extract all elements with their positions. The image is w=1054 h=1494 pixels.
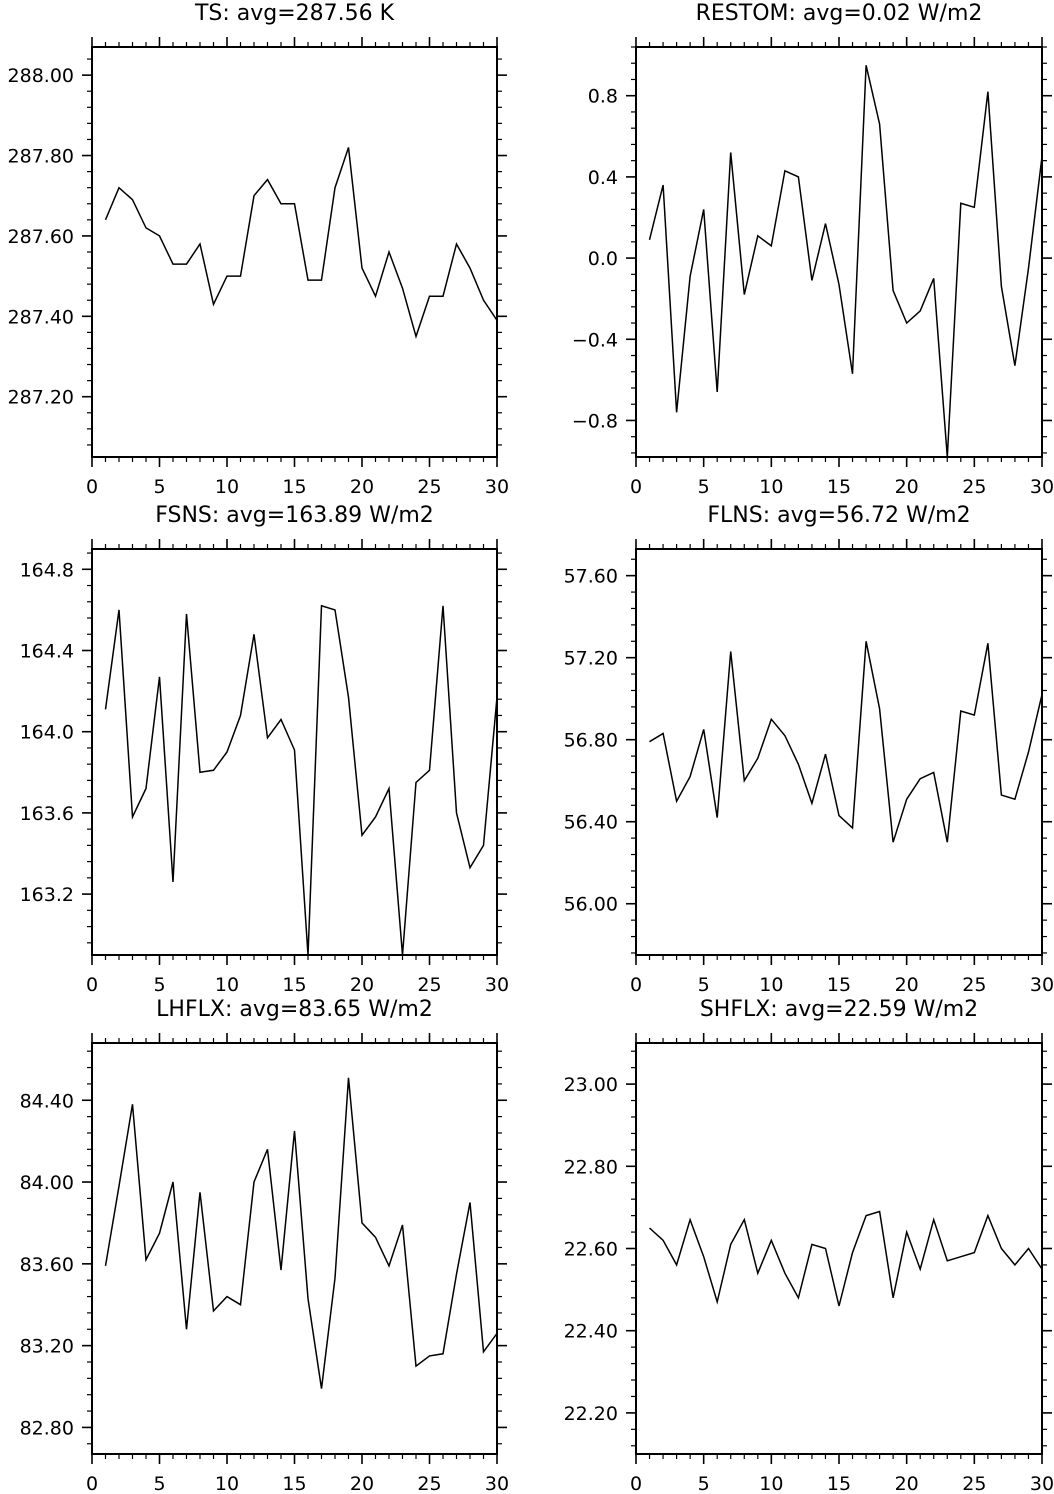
x-tick-label: 0 bbox=[86, 476, 98, 498]
x-tick-label: 10 bbox=[215, 974, 239, 996]
x-tick-label: 0 bbox=[630, 1473, 642, 1494]
x-tick-label: 5 bbox=[153, 974, 165, 996]
y-tick-label: 163.6 bbox=[20, 803, 74, 825]
x-tick-label: 25 bbox=[417, 974, 441, 996]
x-tick-label: 20 bbox=[895, 1473, 919, 1494]
series-line bbox=[648, 1210, 1042, 1307]
y-tick-label: 56.40 bbox=[564, 812, 618, 834]
panel-title: SHFLX: avg=22.59 W/m2 bbox=[700, 997, 978, 1022]
panel-title: FSNS: avg=163.89 W/m2 bbox=[155, 503, 434, 528]
chart-panel-2: RESTOM: avg=0.02 W/m2 0 5 10 15 20 25 30 −0.8 −0.… bbox=[572, 1, 1054, 498]
y-tick-label: −0.4 bbox=[572, 329, 618, 351]
x-tick-label: 15 bbox=[827, 476, 851, 498]
panel-title: RESTOM: avg=0.02 W/m2 bbox=[696, 1, 983, 26]
y-tick-label: 287.80 bbox=[8, 146, 74, 168]
y-tick-label: 57.20 bbox=[564, 648, 618, 670]
x-tick-label: 5 bbox=[698, 1473, 710, 1494]
x-tick-label: 10 bbox=[759, 476, 783, 498]
x-tick-label: 5 bbox=[153, 476, 165, 498]
x-tick-label: 30 bbox=[1030, 476, 1054, 498]
x-tick-label: 0 bbox=[630, 974, 642, 996]
x-tick-label: 25 bbox=[962, 476, 986, 498]
y-tick-label: 164.8 bbox=[20, 559, 74, 581]
y-tick-label: 287.60 bbox=[8, 226, 74, 248]
series-line bbox=[104, 604, 497, 955]
panel-title: LHFLX: avg=83.65 W/m2 bbox=[156, 997, 433, 1022]
y-tick-label: 22.60 bbox=[564, 1239, 618, 1261]
y-tick-label: 82.80 bbox=[20, 1417, 74, 1439]
x-tick-label: 30 bbox=[1030, 1473, 1054, 1494]
y-tick-label: 84.40 bbox=[20, 1090, 74, 1112]
y-tick-label: 288.00 bbox=[8, 65, 74, 87]
x-tick-label: 30 bbox=[485, 1473, 509, 1494]
x-tick-label: 25 bbox=[962, 1473, 986, 1494]
y-tick-label: −0.8 bbox=[572, 410, 618, 432]
x-tick-label: 30 bbox=[485, 476, 509, 498]
x-tick-label: 10 bbox=[215, 1473, 239, 1494]
y-tick-label: 57.60 bbox=[564, 566, 618, 588]
x-tick-label: 15 bbox=[282, 476, 306, 498]
y-tick-label: 83.20 bbox=[20, 1336, 74, 1358]
x-tick-label: 15 bbox=[282, 1473, 306, 1494]
x-tick-label: 20 bbox=[350, 476, 374, 498]
x-tick-label: 30 bbox=[1030, 974, 1054, 996]
plot-frame bbox=[91, 1042, 498, 1455]
x-tick-label: 15 bbox=[827, 974, 851, 996]
panel-title: FLNS: avg=56.72 W/m2 bbox=[707, 503, 970, 528]
x-tick-label: 10 bbox=[759, 974, 783, 996]
x-tick-label: 5 bbox=[153, 1473, 165, 1494]
series-line bbox=[104, 1077, 497, 1389]
x-tick-label: 30 bbox=[485, 974, 509, 996]
x-tick-label: 20 bbox=[350, 1473, 374, 1494]
chart-panel-1: TS: avg=287.56 K 0 5 10 15 20 25 30 287.20 287.40… bbox=[8, 1, 510, 498]
y-tick-label: 0.0 bbox=[588, 248, 618, 270]
x-tick-label: 0 bbox=[86, 974, 98, 996]
panel-title: TS: avg=287.56 K bbox=[194, 1, 395, 26]
plot-frame bbox=[91, 46, 498, 458]
y-tick-label: 287.40 bbox=[8, 306, 74, 328]
y-tick-label: 56.00 bbox=[564, 894, 618, 916]
chart-panel-3: FSNS: avg=163.89 W/m2 0 5 10 15 20 25 30 163.2 16… bbox=[20, 503, 510, 996]
x-tick-label: 15 bbox=[827, 1473, 851, 1494]
x-tick-label: 0 bbox=[630, 476, 642, 498]
plot-frame bbox=[635, 46, 1043, 458]
x-tick-label: 25 bbox=[962, 974, 986, 996]
y-tick-label: 22.20 bbox=[564, 1403, 618, 1425]
y-tick-label: 56.80 bbox=[564, 730, 618, 752]
x-tick-label: 20 bbox=[895, 476, 919, 498]
x-tick-label: 5 bbox=[698, 476, 710, 498]
y-tick-label: 0.4 bbox=[588, 167, 618, 189]
x-tick-label: 0 bbox=[86, 1473, 98, 1494]
y-tick-label: 84.00 bbox=[20, 1172, 74, 1194]
series-line bbox=[649, 641, 1042, 843]
x-tick-label: 20 bbox=[350, 974, 374, 996]
chart-panel-5: LHFLX: avg=83.65 W/m2 0 5 10 15 20 25 30 82.80 83… bbox=[20, 997, 510, 1494]
y-tick-label: 23.00 bbox=[564, 1074, 618, 1096]
y-tick-label: 287.20 bbox=[8, 387, 74, 409]
y-tick-label: 83.60 bbox=[20, 1254, 74, 1276]
plot-frame bbox=[635, 1042, 1043, 1455]
series-line bbox=[104, 147, 497, 339]
y-tick-label: 163.2 bbox=[20, 884, 74, 906]
chart-panel-4: FLNS: avg=56.72 W/m2 0 5 10 15 20 25 30 56.00 56.… bbox=[564, 503, 1054, 996]
chart-panel-6: SHFLX: avg=22.59 W/m2 0 5 10 15 20 25 30 22.20 22… bbox=[564, 997, 1054, 1494]
x-tick-label: 15 bbox=[282, 974, 306, 996]
series-line bbox=[648, 65, 1042, 457]
x-tick-label: 5 bbox=[698, 974, 710, 996]
y-tick-label: 22.80 bbox=[564, 1156, 618, 1178]
y-tick-label: 164.4 bbox=[20, 641, 74, 663]
x-tick-label: 25 bbox=[417, 1473, 441, 1494]
x-tick-label: 10 bbox=[215, 476, 239, 498]
x-tick-label: 10 bbox=[759, 1473, 783, 1494]
x-tick-label: 25 bbox=[417, 476, 441, 498]
y-tick-label: 0.8 bbox=[588, 86, 618, 108]
x-tick-label: 20 bbox=[895, 974, 919, 996]
y-tick-label: 22.40 bbox=[564, 1321, 618, 1343]
y-tick-label: 164.0 bbox=[20, 722, 74, 744]
